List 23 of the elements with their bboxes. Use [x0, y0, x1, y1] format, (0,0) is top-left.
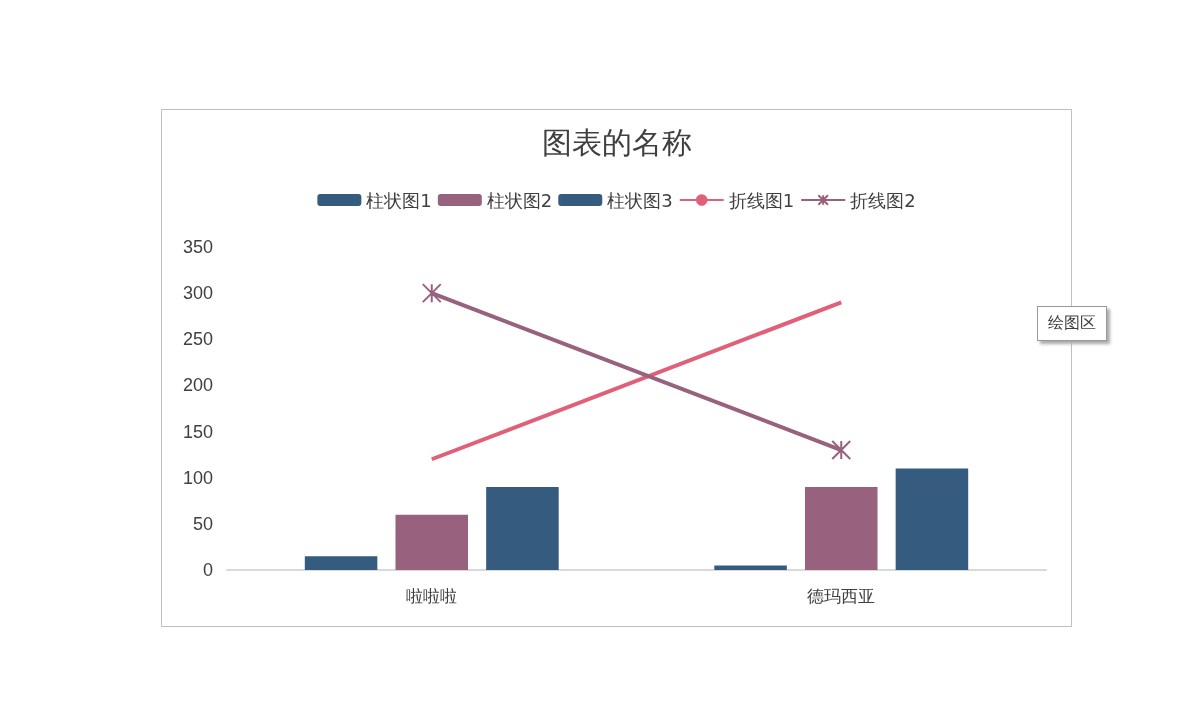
y-tick-label: 50: [192, 513, 213, 534]
x-tick-label: 德玛西亚: [807, 587, 876, 606]
bar: [395, 514, 469, 570]
bar: [714, 565, 787, 570]
legend-label: 柱状图2: [486, 189, 553, 211]
bar: [304, 556, 378, 570]
y-tick-label: 300: [182, 283, 213, 304]
y-tick-label: 0: [202, 560, 213, 580]
chart-title: 图表的名称: [541, 124, 692, 160]
y-tick-label: 150: [182, 421, 213, 442]
bar: [486, 486, 559, 570]
legend-label: 折线图2: [850, 189, 916, 211]
legend-label: 折线图1: [728, 189, 795, 211]
y-tick-label: 250: [182, 329, 213, 350]
y-tick-label: 200: [182, 375, 213, 396]
bar: [895, 468, 969, 570]
legend-label: 柱状图3: [607, 189, 673, 211]
x-tick-label: 啦啦啦: [406, 587, 458, 606]
y-tick-label: 100: [182, 467, 213, 488]
y-tick-label: 350: [182, 237, 213, 257]
legend-label: 柱状图1: [366, 189, 432, 211]
text: 绘图区: [1037, 306, 1107, 341]
bar: [804, 486, 878, 570]
